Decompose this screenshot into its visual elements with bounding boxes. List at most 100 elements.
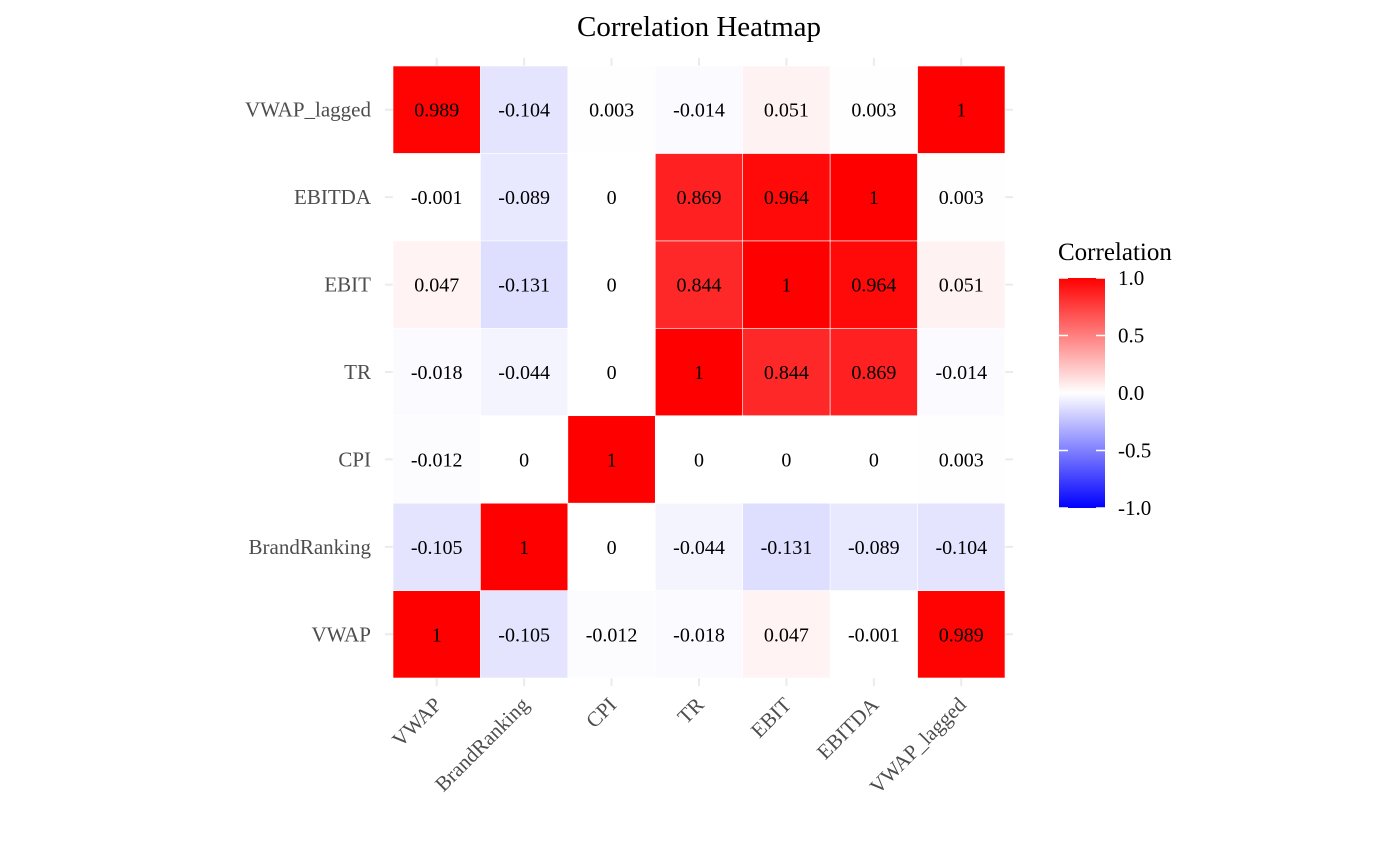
legend-tick-label: 1.0 [1118,266,1144,290]
cell-value-label: 0.003 [939,187,984,209]
cell-value-label: -0.012 [411,449,463,471]
cell-value-label: -0.018 [673,624,725,646]
cell-value-label: 0.844 [764,362,809,384]
heatmap-cell [480,65,569,154]
cell-value-label: -0.044 [498,362,550,384]
cell-value-label: -0.105 [411,537,463,559]
cell-value-label: 0 [694,449,704,471]
cell-value-label: 1 [869,187,879,209]
heatmap-cell [480,415,569,504]
heatmap-cell [567,65,656,154]
x-tick-label: VWAP [387,693,446,752]
cell-value-label: -0.014 [673,100,725,122]
heatmap-cell [567,590,656,679]
cell-value-label: -0.089 [848,537,900,559]
y-tick-label: EBITDA [294,185,372,209]
heatmap-cell [392,415,481,504]
cell-value-label: -0.104 [935,537,987,559]
heatmap-cell [829,327,918,417]
heatmap-cell [917,327,1006,417]
cell-value-label: -0.001 [411,187,463,209]
heatmap-cell [742,502,831,591]
cell-value-label: -0.018 [411,362,463,384]
cell-value-label: 0.964 [851,275,896,297]
cell-value-label: 0.964 [764,187,809,209]
x-tick-label: EBITDA [812,692,884,764]
heatmap-cell-labels: 1 -0.105 -0.012 -0.018 0.047 -0.001 0.989 -0.10… [411,100,987,647]
heatmap-cell [392,502,481,591]
heatmap-cell [654,415,744,504]
cell-value-label: 0 [607,362,617,384]
cell-value-label: 0.047 [764,624,809,646]
heatmap-cell [567,502,656,591]
legend-tick-label: -0.5 [1118,439,1151,463]
heatmap-cell [480,502,569,591]
heatmap-cell [567,415,656,504]
cell-value-label: 0 [519,449,529,471]
legend-tick-label: 0.0 [1118,381,1144,405]
heatmap-cell [654,327,744,417]
heatmap-cell [917,65,1006,154]
cell-value-label: 0.051 [939,275,984,297]
cell-value-label: 0.051 [764,100,809,122]
cell-value-label: 0.003 [851,100,896,122]
heatmap-cell [829,415,918,504]
heatmap-cell [829,153,918,242]
cell-value-label: 0 [607,537,617,559]
heatmap-cell [654,502,744,591]
y-tick-label: CPI [338,447,371,471]
cell-value-label: -0.131 [498,275,550,297]
y-tick-label: TR [344,360,371,384]
heatmap-cell [654,65,744,154]
heatmap-cell [392,327,481,417]
cell-value-label: -0.012 [586,624,638,646]
heatmap-cell [917,415,1006,504]
legend-tick-label: 0.5 [1118,324,1144,348]
cell-value-label: -0.014 [935,362,987,384]
heatmap-cell [742,415,831,504]
heatmap-cell [742,240,831,329]
cell-value-label: 1 [956,100,966,122]
cell-value-label: -0.001 [848,624,900,646]
cell-value-label: 0.844 [677,275,722,297]
cell-value-label: 0.869 [677,187,722,209]
cell-value-label: 1 [519,537,529,559]
cell-value-label: 0 [607,187,617,209]
cell-value-label: 1 [607,449,617,471]
cell-value-label: 0 [869,449,879,471]
heatmap-cell [917,153,1006,242]
x-tick-label: TR [673,693,709,729]
heatmap-cell [917,240,1006,329]
y-tick-label: BrandRanking [249,535,372,559]
x-tick-label: CPI [581,693,621,733]
cell-value-label: 1 [781,275,791,297]
heatmap-cell [392,240,481,329]
y-tick-label: VWAP_lagged [245,98,371,122]
x-tick-label: EBIT [746,692,796,742]
cell-value-label: -0.089 [498,187,550,209]
y-axis-tick-labels: VWAP BrandRanking CPI TR EBIT EBITDA VWAP_lagg… [245,98,372,647]
heatmap-cell [917,502,1006,591]
cell-value-label: -0.131 [761,537,813,559]
cell-value-label: 0.003 [589,100,634,122]
heatmap-cell [829,590,918,679]
cell-value-label: -0.044 [673,537,725,559]
heatmap-cell [480,153,569,242]
heatmap-cells [392,65,1006,679]
y-tick-label: EBIT [324,273,371,297]
cell-value-label: 0.003 [939,449,984,471]
cell-value-label: 0 [607,275,617,297]
cell-value-label: 0.869 [851,362,896,384]
x-tick-label: BrandRanking [430,692,534,796]
heatmap-cell [654,240,744,329]
chart-title: Correlation Heatmap [577,11,821,43]
cell-value-label: -0.105 [498,624,550,646]
heatmap-cell [917,590,1006,679]
cell-value-label: 1 [432,624,442,646]
legend-ticks: 1.0 0.5 0.0 -0.5 -1.0 [1059,266,1151,520]
legend-title: Correlation [1058,239,1172,266]
legend: Correlation 1.0 0.5 0.0 -0.5 -1.0 [1058,239,1172,520]
cell-value-label: 0.047 [414,275,459,297]
